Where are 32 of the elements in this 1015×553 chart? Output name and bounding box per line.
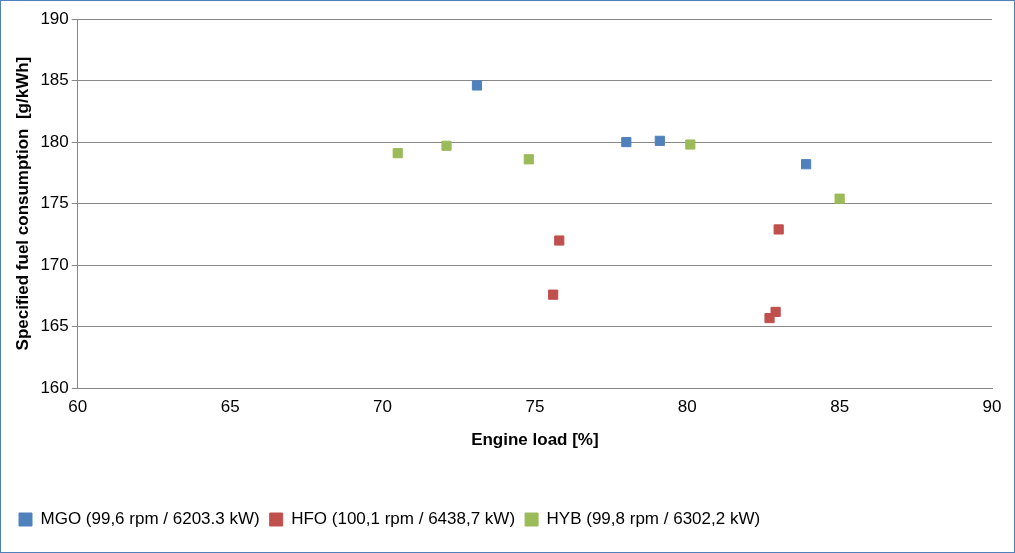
y-tick-label: 160 [40, 377, 69, 397]
x-tick-label: 70 [373, 397, 392, 417]
point [471, 80, 483, 91]
point [770, 306, 781, 317]
x-tick-label: 60 [68, 397, 88, 417]
x-tick-label: 65 [220, 397, 240, 417]
x-tick-label: 85 [830, 397, 850, 417]
legend-label: HFO (100,1 rpm / 6438,7 kW) [291, 509, 516, 529]
point [523, 154, 534, 165]
point [621, 136, 632, 148]
y-tick-label: 180 [40, 131, 69, 151]
x-axis-title: Engine load [%] [471, 430, 599, 450]
point [773, 224, 784, 235]
x-tick-label: 80 [677, 397, 697, 417]
y-tick-label: 185 [40, 70, 69, 90]
point [548, 289, 559, 300]
x-tick-label: 75 [525, 397, 545, 417]
point [554, 235, 565, 246]
legend-label: HYB (99,8 rpm / 6302,2 kW) [546, 509, 761, 529]
x-tick-label: 90 [982, 397, 1002, 417]
point [441, 140, 452, 151]
point [801, 159, 812, 170]
point [392, 148, 403, 159]
y-tick-label: 170 [40, 254, 69, 274]
y-axis-title: Specified fuel consumption [g/kWh] [12, 56, 32, 351]
point [654, 135, 665, 146]
y-tick-label: 165 [40, 316, 69, 336]
legend-label: MGO (99,6 rpm / 6203.3 kW) [40, 509, 260, 529]
y-tick-label: 175 [40, 193, 69, 213]
point [685, 139, 696, 150]
y-tick-label: 190 [40, 8, 69, 28]
point [834, 193, 845, 204]
